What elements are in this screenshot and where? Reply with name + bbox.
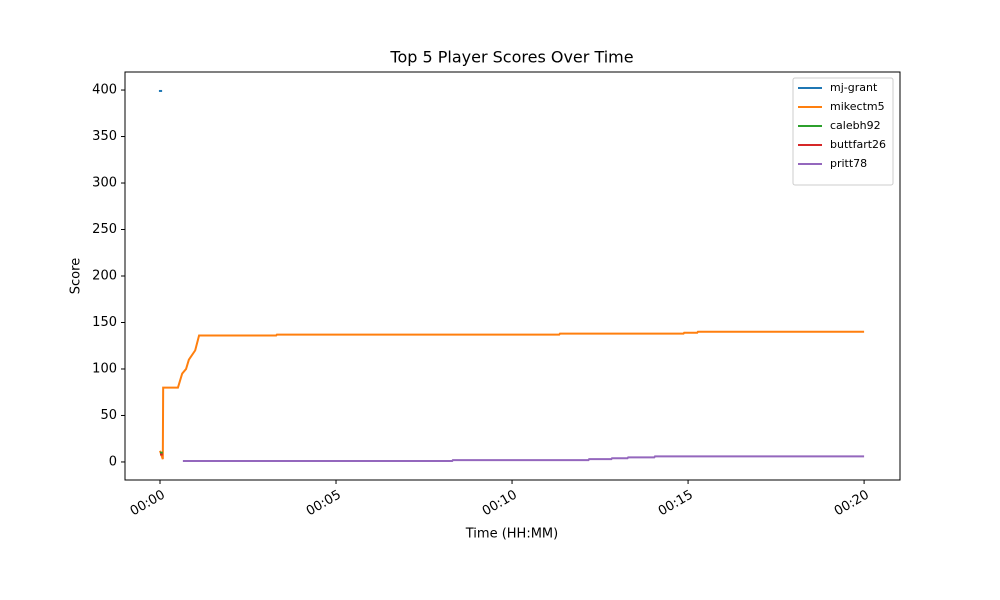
series-line	[182, 455, 865, 463]
y-tick-label: 400	[92, 83, 117, 98]
y-tick-label: 0	[109, 454, 117, 469]
y-tick-label: 100	[92, 361, 117, 376]
legend-label: mj-grant	[830, 81, 878, 94]
chart-title: Top 5 Player Scores Over Time	[389, 48, 633, 67]
legend-label: mikectm5	[830, 100, 885, 113]
y-tick-label: 300	[92, 176, 117, 191]
legend-box	[792, 77, 894, 186]
x-axis-label: Time (HH:MM)	[465, 527, 558, 542]
legend-label: pritt78	[830, 157, 867, 170]
legend-label: calebh92	[830, 119, 881, 132]
y-axis-label: Score	[69, 258, 84, 294]
y-tick-label: 350	[92, 129, 117, 144]
series-line	[159, 330, 865, 460]
legend-label: buttfart26	[830, 138, 886, 151]
plot-frame	[124, 71, 901, 481]
y-tick-label: 250	[92, 222, 117, 237]
y-tick-label: 50	[100, 408, 117, 423]
y-tick-label: 150	[92, 315, 117, 330]
y-tick-label: 200	[92, 269, 117, 284]
